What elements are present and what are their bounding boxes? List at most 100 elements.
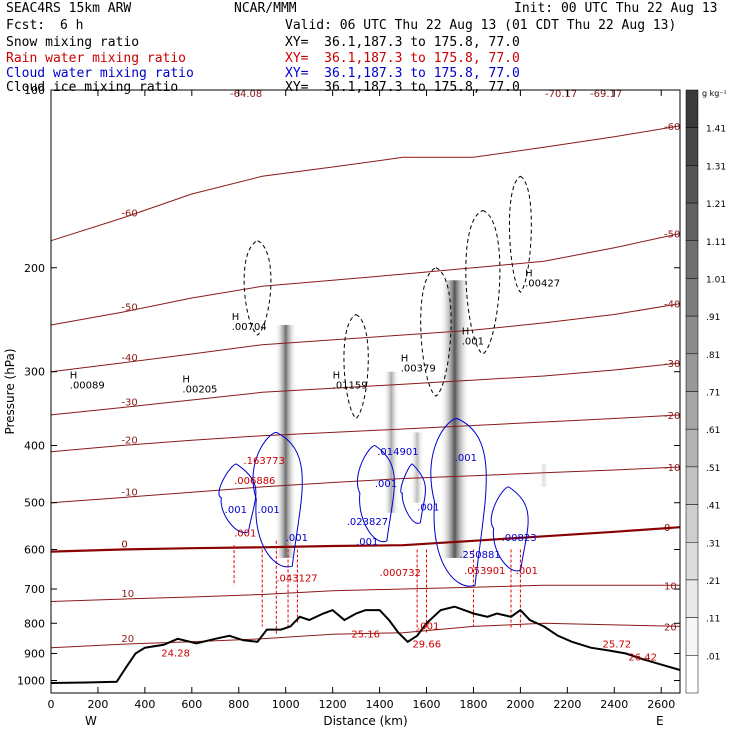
model-title: SEAC4RS 15km ARW [6,1,132,16]
colorbar-label-11: .31 [706,539,720,549]
colorbar-swatch-12 [685,542,699,581]
temp-contour-label-right-2: -40 [664,300,680,311]
temp-contour-0 [50,125,681,242]
cloud-outline-0 [252,431,303,568]
x-axis-title: Distance (km) [323,714,407,728]
cloud-outline-5 [218,463,257,534]
snow-plume-4 [538,464,549,487]
terrain-path [50,605,681,684]
rain-label-3: .043127 [276,574,317,585]
temp-contour-label-3: -30 [121,398,137,409]
x-tick-label-5: 1000 [272,698,300,711]
colorbar-label-14: .01 [706,652,720,662]
colorbar-label-2: 1.21 [706,200,726,210]
ice-outline-4 [508,175,532,293]
ice-label-2: .00205 [182,384,217,395]
x-tick-label-8: 1600 [413,698,441,711]
ice-h-1: H [70,370,78,381]
west-label: W [85,714,97,728]
top-temp-label-0: -64.08 [230,89,262,100]
field-rain-name: Rain water mixing ratio [6,51,187,66]
temp-contour-label-5: -10 [121,488,137,499]
cloud-outline-4 [490,486,529,572]
x-tick-label-0: 0 [48,698,55,711]
x-tick-label-7: 1400 [366,698,394,711]
y-tick-label-3: 400 [24,440,45,453]
cloud-outline-3 [430,417,487,587]
x-tick-label-4: 800 [228,698,249,711]
colorbar-swatch-15 [685,655,699,694]
temp-contour-label-4: -20 [121,436,137,447]
ice-h-0: H [232,312,240,323]
rain-label-11: 25.16 [351,629,380,640]
colorbar-label-7: .71 [706,389,720,399]
colorbar: 1.41 1.31 1.21 1.11 1.01 .91 .81 .71 .61 .51 .41 .3… [685,89,727,694]
temp-contour-label-8: 20 [121,634,134,645]
y-tick-label-7: 800 [24,617,45,630]
cloud-label-0: .001 [225,505,247,516]
ice-outline-2 [420,267,452,397]
y-axis-title: Pressure (hPa) [3,348,17,434]
init-time: Init: 00 UTC Thu 22 Aug 13 [514,1,718,16]
rain-label-9: 25.72 [603,640,632,651]
ice-outline-1 [343,313,369,420]
temp-contour-label-1: -50 [121,302,137,313]
colorbar-unit: g kg⁻¹ [702,89,727,98]
temperature-contours: -60 -60 -50 -50 -40 -40 -30 -30 -20 -20 -10 -10 0 0 10… [50,122,681,649]
rain-label-7: .001 [417,622,439,633]
ice-h-2: H [182,374,190,385]
top-temp-label-1: -70.17 [545,89,577,100]
field-ice-name: Cloud ice mixing ratio [6,80,179,95]
field-cloud-xy: XY= 36.1,187.3 to 175.8, 77.0 [285,66,520,81]
ice-h-6: H [525,268,533,279]
ice-label-5: .001 [462,337,484,348]
temp-contour-label-6: 0 [121,539,127,550]
valid-time: Valid: 06 UTC Thu 22 Aug 13 (01 CDT Thu … [285,18,677,33]
y-tick-label-9: 1000 [17,674,45,687]
colorbar-swatch-7 [685,353,699,392]
temp-contour-7 [50,584,680,602]
ice-h-5: H [462,327,470,338]
ice-outline-0 [243,240,272,336]
x-tick-label-3: 600 [181,698,202,711]
temp-contour-4 [50,414,681,453]
colorbar-swatch-9 [685,428,699,468]
snow-plume-2 [383,371,400,513]
x-tick-label-12: 2400 [600,698,628,711]
rain-label-4: .000732 [380,568,421,579]
rain-label-12: 24.28 [161,648,190,659]
temp-contour-1 [50,233,681,326]
temp-contour-label-7: 10 [121,589,134,600]
plot-frame [50,89,681,694]
colorbar-swatch-4 [685,240,699,279]
x-tick-label-2: 400 [134,698,155,711]
temp-contour-label-right-8: 20 [664,622,677,633]
temp-contour-label-right-1: -50 [664,230,680,241]
colorbar-label-8: .61 [706,426,720,436]
ice-h-4: H [401,354,409,365]
colorbar-swatch-0 [685,89,699,128]
cloud-label-4: .001 [356,537,378,548]
colorbar-label-5: .91 [706,313,720,323]
colorbar-label-10: .41 [706,502,720,512]
colorbar-label-1: 1.31 [706,162,726,172]
temp-contour-label-right-6: 0 [664,523,670,534]
org-title: NCAR/MMM [234,1,297,16]
ice-label-0: .00704 [232,322,267,333]
y-tick-label-6: 700 [24,583,45,596]
snow-plume-3 [410,432,425,503]
ice-label-6: .00427 [525,278,560,289]
x-tick-label-6: 1200 [319,698,347,711]
y-tick-label-0: 100 [24,84,45,97]
field-snow-name: Snow mixing ratio [6,35,140,50]
cloud-label-6: .001 [375,479,397,490]
temp-contour-label-2: -40 [121,353,137,364]
colorbar-swatch-2 [685,165,699,204]
field-rain-xy: XY= 36.1,187.3 to 175.8, 77.0 [285,51,520,66]
forecast-label: Fcst: [6,18,46,33]
field-snow-xy: XY= 36.1,187.3 to 175.8, 77.0 [285,35,520,50]
colorbar-label-3: 1.11 [706,238,726,248]
x-tick-label-9: 1800 [459,698,487,711]
cloud-label-3: .023827 [347,517,388,528]
cloud-outline-2 [400,463,426,524]
